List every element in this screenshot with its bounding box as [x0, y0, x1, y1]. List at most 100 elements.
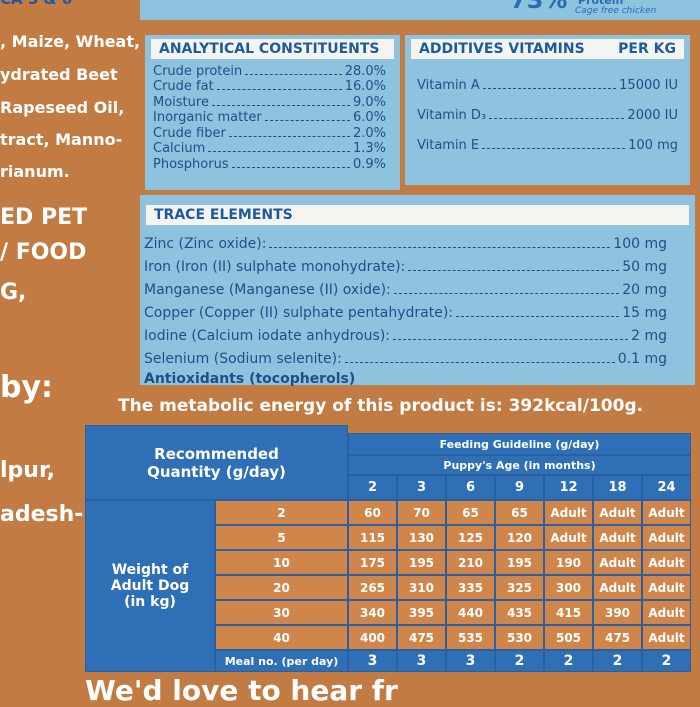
meal-cell: 2 — [495, 650, 544, 672]
additives-panel: ADDITIVES VITAMINS PER KG Vitamin A 15000 I… — [405, 35, 690, 185]
value: 1.3% — [352, 141, 386, 156]
weight-cell: 10 — [215, 550, 348, 575]
title: ADDITIVES VITAMINS — [419, 41, 585, 57]
quantity-cell: 210 — [446, 550, 495, 575]
value: 15 mg — [622, 305, 667, 321]
quantity-cell: Adult — [642, 600, 691, 625]
name: Iodine (Calcium iodate anhydrous): — [144, 328, 390, 344]
value: 2 mg — [631, 328, 667, 344]
meal-label: Meal no. (per day) — [215, 650, 348, 672]
trace-row: Iodine (Calcium iodate anhydrous): 2 mg — [144, 321, 667, 344]
name: Iron (Iron (II) sulphate monohydrate): — [144, 259, 406, 275]
trace-row: Iron (Iron (II) sulphate monohydrate): 50… — [144, 252, 667, 275]
trace-row: Copper (Copper (II) sulphate pentahydrat… — [144, 298, 667, 321]
quantity-cell: Adult — [593, 525, 642, 550]
quantity-cell: Adult — [593, 550, 642, 575]
value: 9.0% — [352, 94, 386, 110]
quantity-cell: Adult — [642, 500, 691, 525]
quantity-cell: 440 — [446, 600, 495, 625]
quantity-cell: 435 — [495, 600, 544, 625]
left-text: G, — [0, 280, 27, 305]
bottom-text: We'd love to hear fr — [85, 674, 398, 707]
left-text: / FOOD — [0, 240, 87, 265]
name: Crude fiber — [153, 125, 226, 141]
quantity-cell: 505 — [544, 625, 593, 650]
quantity-cell: 415 — [544, 600, 593, 625]
vitamin-row: Vitamin E 100 mg — [417, 123, 678, 153]
leader — [245, 73, 342, 75]
quantity-cell: 535 — [446, 625, 495, 650]
quantity-cell: 60 — [348, 500, 397, 525]
value: 15000 IU — [619, 78, 678, 93]
name: Vitamin E — [417, 138, 480, 153]
age-cell: 18 — [593, 475, 642, 500]
quantity-cell: 400 — [348, 625, 397, 650]
trace-panel: TRACE ELEMENTS Zinc (Zinc oxide): 100 mg Ir… — [140, 195, 695, 387]
constituent-row: Crude protein 28.0% — [153, 63, 386, 79]
age-cell: 9 — [495, 475, 544, 500]
value: 0.9% — [352, 156, 386, 172]
constituent-row: Calcium 1.3% — [153, 141, 386, 156]
name: Vitamin A — [417, 78, 480, 93]
leader — [231, 166, 350, 168]
quantity-cell: 530 — [495, 625, 544, 650]
value: 28.0% — [344, 63, 386, 79]
quantity-cell: 130 — [397, 525, 446, 550]
meal-cell: 2 — [593, 650, 642, 672]
guideline-cell: Feeding Guideline (g/day) — [348, 433, 691, 455]
top-left: CA 5 & 6 — [0, 0, 72, 8]
leader — [211, 104, 350, 106]
constituent-row: Moisture 9.0% — [153, 94, 386, 110]
left-text: rianum. — [0, 162, 70, 181]
quantity-cell: Adult — [642, 575, 691, 600]
meal-cell: 2 — [642, 650, 691, 672]
constituent-row: Crude fiber 2.0% — [153, 125, 386, 141]
leader — [482, 148, 626, 149]
quantity-cell: 125 — [446, 525, 495, 550]
left-text: tract, Manno- — [0, 130, 123, 149]
trace-row: Manganese (Manganese (II) oxide): 20 mg — [144, 275, 667, 298]
vitamin-row: Vitamin A 15000 IU — [417, 63, 678, 93]
quantity-cell: 175 — [348, 550, 397, 575]
constituent-row: Inorganic matter 6.0% — [153, 110, 386, 125]
quantity-cell: 65 — [446, 500, 495, 525]
value: 2.0% — [352, 125, 386, 141]
value: 50 mg — [622, 259, 667, 275]
quantity-cell: Adult — [642, 525, 691, 550]
panel-title: TRACE ELEMENTS — [146, 205, 689, 225]
quantity-cell: 325 — [495, 575, 544, 600]
quantity-cell: 340 — [348, 600, 397, 625]
weight-cell: 30 — [215, 600, 348, 625]
antioxidants: Antioxidants (tocopherols) — [144, 371, 356, 387]
left-text: lpur, — [0, 458, 55, 483]
meal-cell: 3 — [397, 650, 446, 672]
quantity-cell: Adult — [593, 575, 642, 600]
leader — [208, 151, 350, 152]
value: 6.0% — [352, 110, 386, 125]
quantity-cell: 120 — [495, 525, 544, 550]
quantity-cell: 190 — [544, 550, 593, 575]
quantity-cell: Adult — [544, 500, 593, 525]
trace-row: Zinc (Zinc oxide): 100 mg — [144, 229, 667, 252]
leader — [269, 247, 611, 248]
quantity-cell: 310 — [397, 575, 446, 600]
quantity-cell: 300 — [544, 575, 593, 600]
analytical-panel: ANALYTICAL CONSTITUENTS Crude protein 28.0… — [145, 35, 400, 190]
trace-row: Selenium (Sodium selenite): 0.1 mg — [144, 344, 667, 367]
quantity-cell: 65 — [495, 500, 544, 525]
leader — [482, 88, 617, 89]
name: Vitamin D₃ — [417, 108, 487, 123]
quantity-cell: Adult — [642, 550, 691, 575]
left-text: ED PET — [0, 205, 88, 230]
leader — [264, 120, 350, 121]
leader — [344, 362, 615, 363]
energy-line: The metabolic energy of this product is:… — [118, 396, 644, 416]
constituent-row: Phosphorus 0.9% — [153, 156, 386, 172]
name: Calcium — [153, 141, 206, 156]
quantity-cell: 475 — [593, 625, 642, 650]
value: 2000 IU — [627, 108, 678, 123]
value: 16.0% — [344, 79, 386, 94]
meal-cell: 2 — [544, 650, 593, 672]
corner-cell: Recommended Quantity (g/day) — [85, 425, 348, 500]
